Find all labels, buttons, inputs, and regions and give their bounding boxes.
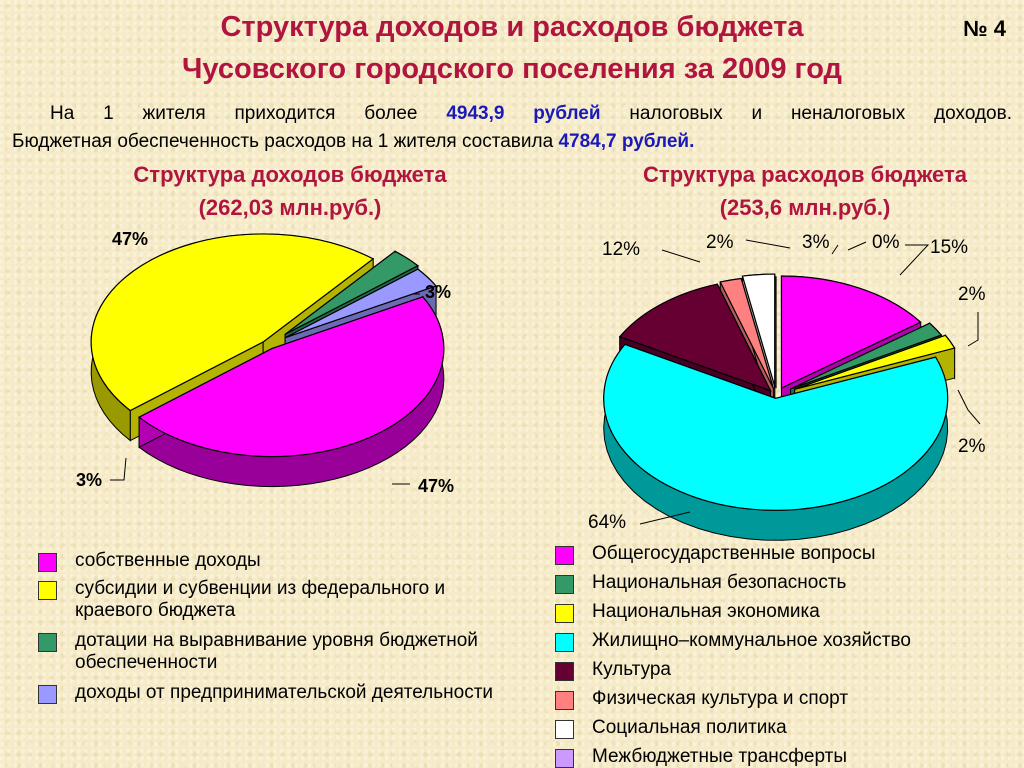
expense-legend-item: Культура bbox=[555, 659, 1015, 681]
income-legend-item: субсидии и субвенции из федерального и к… bbox=[38, 578, 508, 622]
income-legend-swatch bbox=[38, 581, 57, 600]
expense-leader-line bbox=[661, 249, 701, 263]
expense-label-национальная-экономика: 2% bbox=[958, 436, 986, 457]
income-per-resident: 4943,9 рублей bbox=[446, 103, 601, 124]
income-legend-item: собственные доходы bbox=[38, 550, 508, 572]
income-label-субсидии-и-субвенции-из-федерального-и-к: 47% bbox=[112, 229, 148, 249]
expense-legend-swatch bbox=[555, 604, 574, 623]
expense-legend-swatch bbox=[555, 633, 574, 652]
expense-legend-item: Национальная экономика bbox=[555, 601, 1015, 623]
income-slice-субсидии-и-субвенции-из-федерального-и-к bbox=[90, 233, 375, 412]
expense-legend-item: Жилищно–коммунальное хозяйство bbox=[555, 630, 1015, 652]
expense-chart-title: Структура расходов бюджета bbox=[643, 162, 967, 187]
expense-legend-label: Национальная безопасность bbox=[592, 572, 847, 593]
income-legend-label: доходы от предпринимательской деятельнос… bbox=[75, 682, 494, 703]
income-legend-swatch bbox=[38, 633, 57, 652]
expense-slice-физическая-культура-и-спорт bbox=[719, 277, 775, 389]
income-chart-subtitle: (262,03 млн.руб.) bbox=[198, 195, 382, 220]
expense-legend-swatch bbox=[555, 662, 574, 681]
income-slice-собственные-доходы bbox=[137, 296, 445, 458]
expense-leader-line bbox=[967, 312, 979, 347]
expense-label-социальная-политика: 3% bbox=[802, 232, 830, 253]
expense-per-resident: 4784,7 рублей. bbox=[558, 131, 695, 152]
income-legend-label: собственные доходы bbox=[75, 550, 261, 571]
expense-legend-swatch bbox=[555, 691, 574, 710]
income-slice-доходы-от-предпринимательской-деятельнос bbox=[284, 268, 438, 339]
expense-legend-swatch bbox=[555, 749, 574, 768]
expense-legend-label: Национальная экономика bbox=[592, 601, 820, 622]
expense-label-физическая-культура-и-спорт: 2% bbox=[706, 232, 734, 253]
income-legend-swatch bbox=[38, 553, 57, 572]
intro-text: налоговых и неналоговых доходов. bbox=[600, 103, 1012, 124]
expense-legend-label: Жилищно–коммунальное хозяйство bbox=[592, 630, 911, 651]
expense-legend-label: Физическая культура и спорт bbox=[592, 688, 849, 709]
expense-slice-жилищно-коммунальное-хозяйство bbox=[603, 343, 949, 511]
income-legend-item: доходы от предпринимательской деятельнос… bbox=[38, 682, 508, 704]
expense-legend-swatch bbox=[555, 720, 574, 739]
expense-legend-label: Общегосударственные вопросы bbox=[592, 543, 876, 564]
income-pie-chart: 47% 3% 3% 47% bbox=[76, 229, 454, 496]
page-title-line2: Чусовского городского поселения за 2009 … bbox=[182, 53, 842, 85]
expense-legend-swatch bbox=[555, 546, 574, 565]
expense-leader-line bbox=[639, 511, 691, 525]
intro-line2: Бюджетная обеспеченность расходов на 1 ж… bbox=[12, 128, 1012, 156]
expense-legend-item: Межбюджетные трансферты bbox=[555, 746, 1015, 768]
expense-legend-label: Культура bbox=[592, 659, 671, 680]
income-leader-line bbox=[110, 457, 127, 481]
expense-slice-национальная-безопасность bbox=[790, 322, 943, 390]
income-label-дотации-на-выравнивание-уровня-бюджетной: 3% bbox=[76, 470, 102, 490]
income-slice-дотации-на-выравнивание-уровня-бюджетной bbox=[284, 250, 420, 335]
expense-leader-line bbox=[831, 244, 839, 255]
expense-legend-item: Общегосударственные вопросы bbox=[555, 543, 1015, 565]
income-label-доходы-от-предпринимательской-деятельнос: 3% bbox=[425, 282, 451, 302]
slide-number: № 4 bbox=[963, 16, 1006, 41]
income-label-собственные-доходы: 47% bbox=[418, 476, 454, 496]
expense-label-культура: 12% bbox=[602, 239, 640, 260]
page-title-line1: Структура доходов и расходов бюджета bbox=[220, 11, 804, 43]
intro-text: На 1 жителя приходится более bbox=[50, 103, 447, 124]
expense-leader-line bbox=[957, 389, 981, 425]
expense-slice-общегосударственные-вопросы bbox=[780, 275, 922, 389]
expense-label-межбюджетные-трансферты: 0% bbox=[872, 232, 900, 253]
income-legend-label: субсидии и субвенции из федерального и к… bbox=[75, 578, 446, 621]
expense-leader-line bbox=[745, 239, 791, 249]
income-legend-label: дотации на выравнивание уровня бюджетной… bbox=[75, 630, 478, 673]
expense-slice-национальная-экономика bbox=[794, 334, 956, 390]
expense-chart-subtitle: (253,6 млн.руб.) bbox=[719, 195, 891, 220]
expense-label-общегосударственные-вопросы: 15% bbox=[930, 237, 968, 258]
expense-label-национальная-безопасность: 2% bbox=[958, 284, 986, 305]
expense-legend-item: Физическая культура и спорт bbox=[555, 688, 1015, 710]
intro-line1: На 1 жителя приходится более 4943,9 рубл… bbox=[12, 100, 1012, 128]
income-chart-title: Структура доходов бюджета bbox=[133, 162, 447, 187]
expense-legend-label: Социальная политика bbox=[592, 717, 787, 738]
expense-slice-социальная-политика bbox=[741, 273, 776, 387]
expense-leader-line bbox=[847, 241, 867, 251]
expense-leader-line bbox=[899, 244, 930, 276]
expense-legend-item: Национальная безопасность bbox=[555, 572, 1015, 594]
expense-pie-chart: 12% 2% 3% 0% 15% 2% 2% 64% bbox=[588, 232, 986, 541]
expense-legend-label: Межбюджетные трансферты bbox=[592, 746, 847, 767]
intro-text: Бюджетная обеспеченность расходов на 1 ж… bbox=[12, 131, 559, 152]
income-legend-swatch bbox=[38, 685, 57, 704]
expense-legend-item: Социальная политика bbox=[555, 717, 1015, 739]
expense-legend-swatch bbox=[555, 575, 574, 594]
expense-label-жилищно-коммунальное-хозяйство: 64% bbox=[588, 512, 626, 533]
income-legend-item: дотации на выравнивание уровня бюджетной… bbox=[38, 630, 508, 674]
expense-slice-культура bbox=[618, 283, 772, 392]
